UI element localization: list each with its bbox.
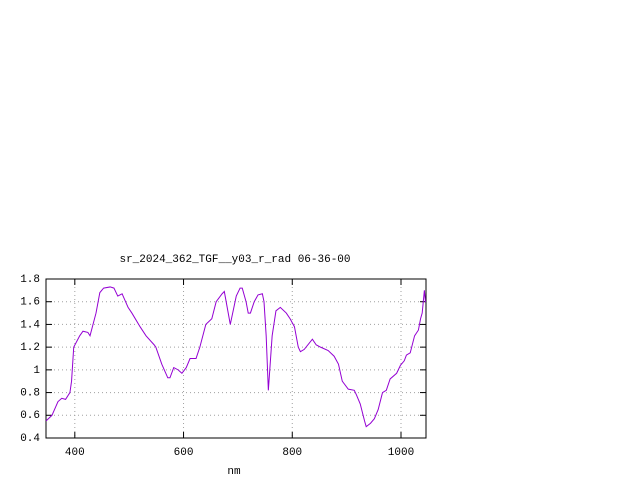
- plot-frame: [45, 278, 427, 439]
- y-tick-label: 1.2: [20, 342, 40, 354]
- data-line: [45, 286, 426, 428]
- x-axis-label: nm: [227, 466, 241, 478]
- x-tick-label: 800: [282, 447, 302, 459]
- y-tick-label: 1: [33, 365, 40, 377]
- y-tick-label: 1.4: [20, 319, 40, 331]
- chart-title: sr_2024_362_TGF__y03_r_rad 06-36-00: [119, 254, 350, 266]
- y-tick-label: 0.6: [20, 410, 40, 422]
- y-tick-label: 0.8: [20, 387, 40, 399]
- y-tick-label: 1.8: [20, 274, 40, 286]
- x-tick-label: 400: [65, 447, 85, 459]
- x-tick-label: 600: [174, 447, 194, 459]
- x-tick-label: 1000: [388, 447, 414, 459]
- y-tick-label: 0.4: [20, 433, 40, 445]
- y-tick-label: 1.6: [20, 297, 40, 309]
